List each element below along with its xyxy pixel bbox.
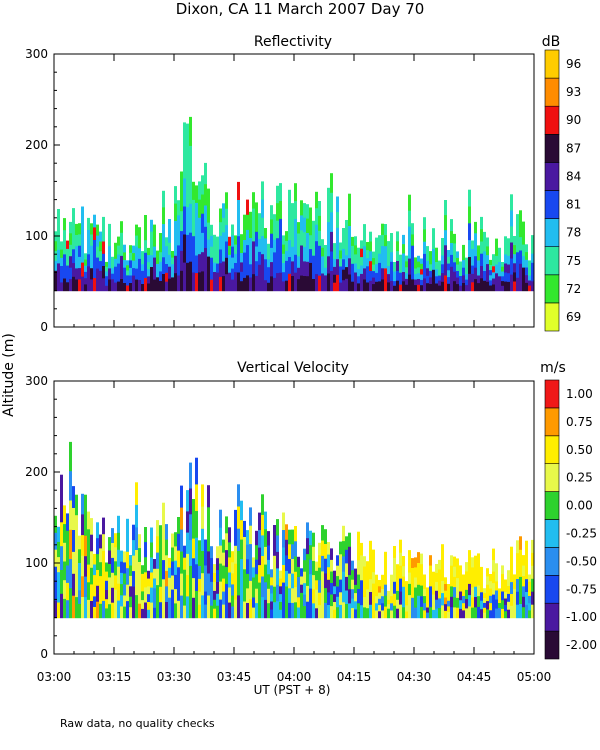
x-tick-label: 03:30 bbox=[157, 670, 192, 684]
vertical-velocity-panel: Vertical Velocity m/s 0 100 200 300 03:00 03:… bbox=[25, 360, 597, 684]
colorbar-swatch bbox=[544, 162, 560, 191]
colorbar-label: 87 bbox=[566, 141, 581, 155]
colorbar-swatch bbox=[544, 630, 560, 660]
y-tick-label: 0 bbox=[40, 647, 48, 661]
colorbar-label: 0.00 bbox=[566, 499, 593, 513]
colorbar-swatch bbox=[544, 547, 560, 576]
colorbar-swatch bbox=[544, 463, 560, 492]
colorbar-label: -1.00 bbox=[566, 610, 597, 624]
colorbar-label: 1.00 bbox=[566, 387, 593, 401]
colorbar-swatch bbox=[544, 49, 560, 79]
colorbar-swatch bbox=[544, 302, 560, 332]
velocity-colorbar: -2.00 -1.00 -0.75 -0.50 -0.25 0.00 0.25 0.50 0.7… bbox=[544, 379, 597, 660]
colorbar-swatch bbox=[544, 435, 560, 464]
vertical-velocity-title: Vertical Velocity bbox=[237, 360, 349, 376]
y-tick-label: 0 bbox=[40, 320, 48, 334]
colorbar-label: 75 bbox=[566, 254, 581, 268]
y-tick-label: 300 bbox=[25, 374, 48, 388]
colorbar-label: 93 bbox=[566, 85, 581, 99]
colorbar-swatch bbox=[544, 602, 560, 632]
colorbar-swatch bbox=[544, 246, 560, 276]
reflectivity-heatmap bbox=[54, 116, 534, 292]
x-tick-label: 04:15 bbox=[337, 670, 372, 684]
x-tick-label: 04:00 bbox=[277, 670, 312, 684]
colorbar-swatch bbox=[544, 77, 560, 107]
y-axis-label: Altitude (m) bbox=[1, 333, 17, 417]
colorbar-label: -0.75 bbox=[566, 582, 597, 596]
x-tick-label: 04:30 bbox=[397, 670, 432, 684]
y-tick-label: 300 bbox=[25, 47, 48, 61]
x-axis-label: UT (PST + 8) bbox=[254, 683, 331, 697]
colorbar-swatch bbox=[544, 190, 560, 219]
colorbar-label: 72 bbox=[566, 282, 581, 296]
colorbar-label: 90 bbox=[566, 113, 581, 127]
colorbar-label: 0.25 bbox=[566, 471, 593, 485]
y-tick-label: 100 bbox=[25, 556, 48, 570]
vertical-velocity-unit: m/s bbox=[540, 360, 566, 376]
colorbar-swatch bbox=[544, 407, 560, 437]
colorbar-swatch bbox=[544, 574, 560, 604]
colorbar-label: 69 bbox=[566, 310, 581, 324]
reflectivity-colorbar: 69 72 75 78 81 84 87 90 93 96 bbox=[544, 49, 581, 332]
x-tick-label: 03:15 bbox=[97, 670, 132, 684]
reflectivity-panel: Reflectivity dB 0 100 200 300 69 72 75 78 81 84 87… bbox=[25, 34, 581, 334]
y-tick-label: 200 bbox=[25, 138, 48, 152]
reflectivity-unit: dB bbox=[542, 34, 561, 50]
colorbar-label: 78 bbox=[566, 226, 581, 240]
colorbar-swatch bbox=[544, 379, 560, 409]
x-tick-label: 05:00 bbox=[517, 670, 552, 684]
x-tick-label: 04:45 bbox=[457, 670, 492, 684]
colorbar-label: 0.50 bbox=[566, 443, 593, 457]
x-tick-label: 03:00 bbox=[37, 670, 72, 684]
page-title: Dixon, CA 11 March 2007 Day 70 bbox=[176, 0, 425, 18]
colorbar-swatch bbox=[544, 491, 560, 520]
colorbar-swatch bbox=[544, 519, 560, 548]
colorbar-label: 96 bbox=[566, 57, 581, 71]
colorbar-swatch bbox=[544, 105, 560, 135]
colorbar-label: -0.50 bbox=[566, 554, 597, 568]
colorbar-label: 84 bbox=[566, 169, 581, 183]
colorbar-swatch bbox=[544, 134, 560, 163]
footnote: Raw data, no quality checks bbox=[60, 717, 215, 730]
colorbar-label: -2.00 bbox=[566, 638, 597, 652]
vertical-velocity-heatmap bbox=[54, 441, 534, 619]
colorbar-swatch bbox=[544, 274, 560, 304]
x-tick-label: 03:45 bbox=[217, 670, 252, 684]
reflectivity-title: Reflectivity bbox=[254, 34, 332, 50]
y-tick-label: 200 bbox=[25, 465, 48, 479]
colorbar-label: -0.25 bbox=[566, 526, 597, 540]
colorbar-label: 0.75 bbox=[566, 415, 593, 429]
colorbar-label: 81 bbox=[566, 198, 581, 212]
colorbar-swatch bbox=[544, 218, 560, 248]
y-tick-label: 100 bbox=[25, 229, 48, 243]
